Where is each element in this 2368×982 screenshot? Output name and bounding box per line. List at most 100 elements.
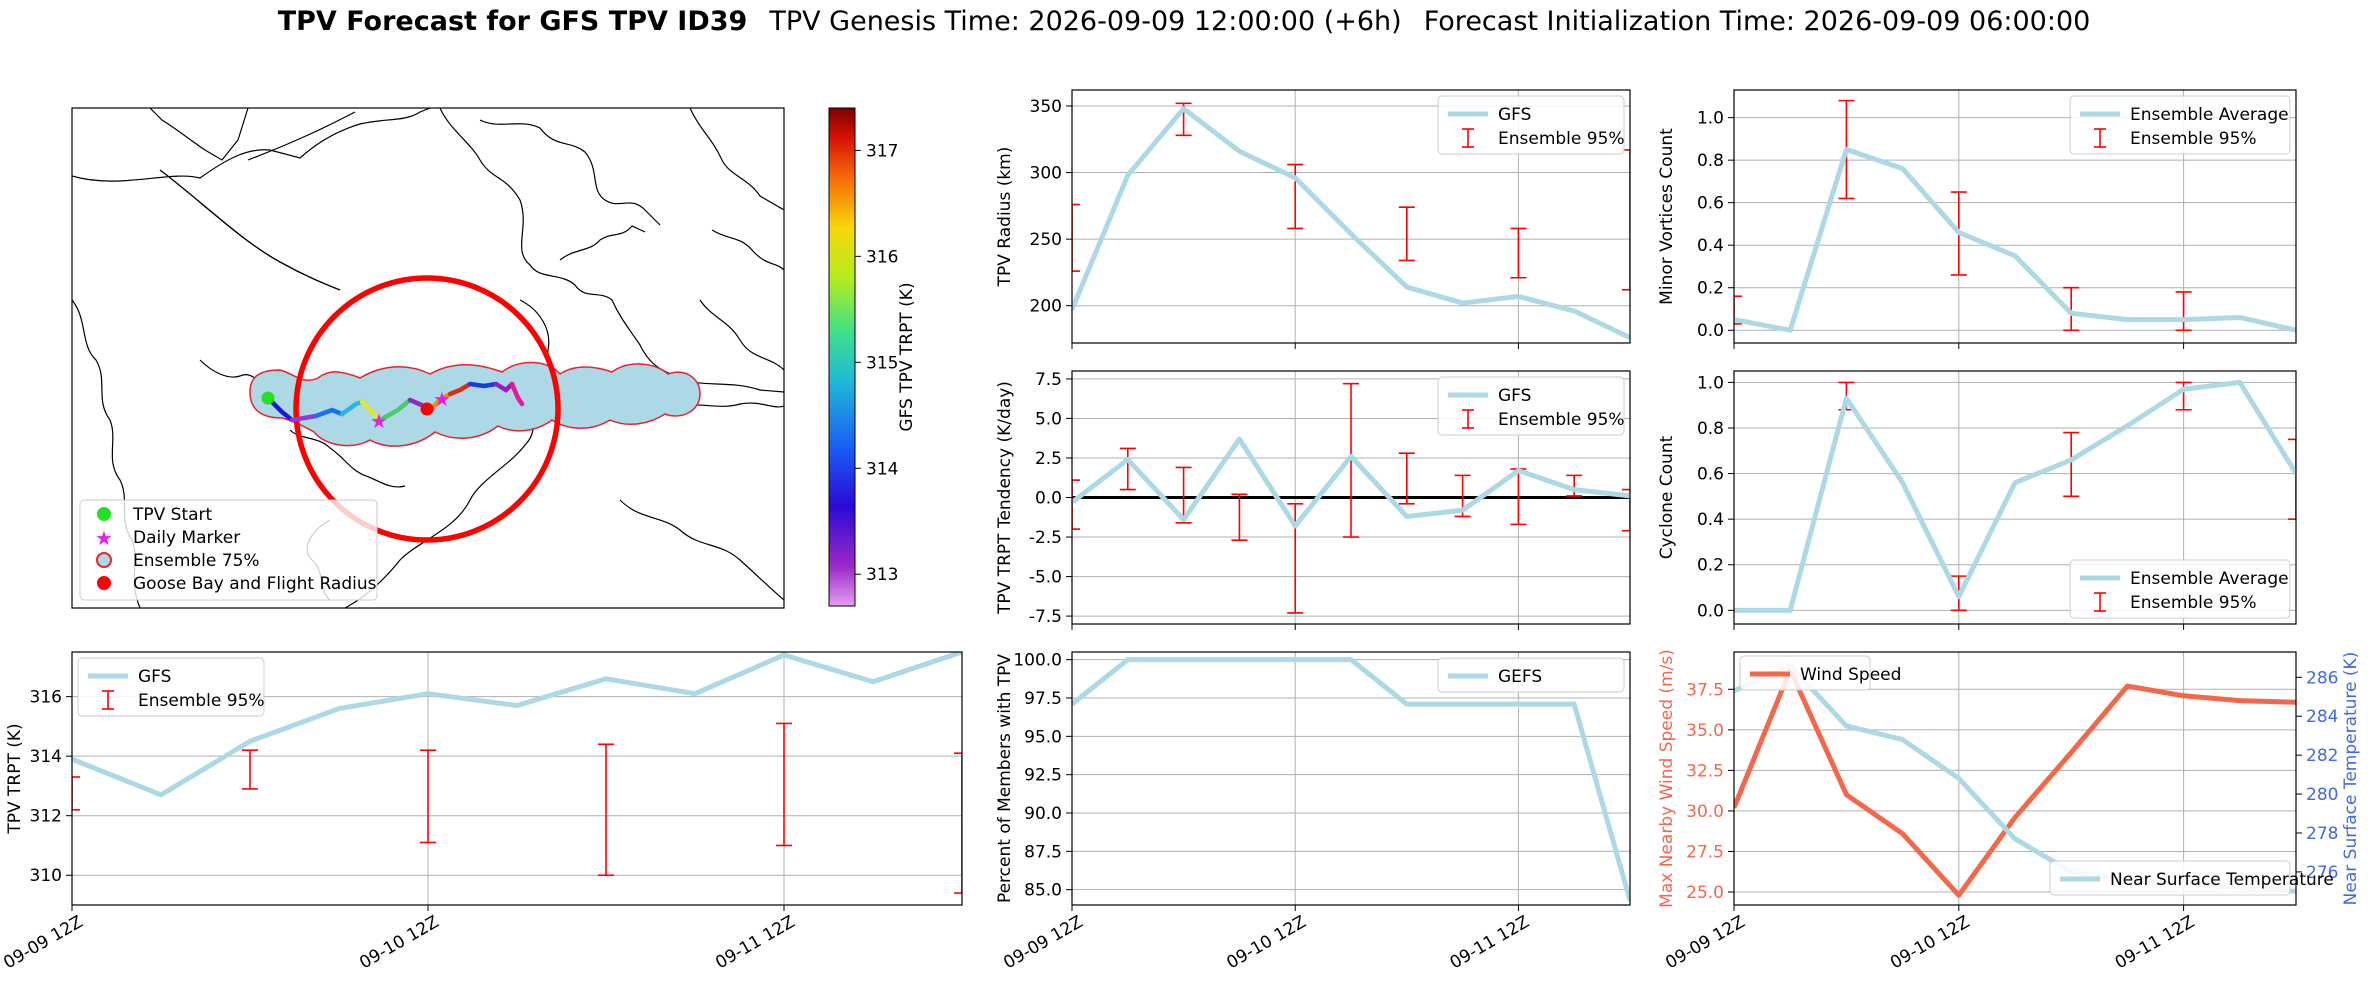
- title-tpv-id: TPV Forecast for GFS TPV ID39: [277, 6, 748, 37]
- series-line: [1072, 657, 1630, 902]
- y-tick-label: 7.5: [1035, 370, 1062, 390]
- y-tick-label: 92.5: [1024, 766, 1062, 786]
- colorbar-tick-label: 316: [866, 247, 898, 267]
- y-tick-label: 0.6: [1697, 194, 1724, 214]
- legend: GFS Ensemble 95%: [1437, 376, 1625, 436]
- map-panel: ★ ★ ★ ★ TPV Start Daily Marker Ensemble …: [71, 107, 785, 609]
- errorbar: [1398, 452, 1415, 505]
- colorbar-label: GFS TPV TRPT (K): [897, 282, 917, 431]
- legend-label: GFS: [1498, 105, 1531, 125]
- legend-box: [77, 657, 265, 717]
- y-tick-label: 250: [1030, 230, 1062, 250]
- y-tick-label: 1.0: [1697, 109, 1724, 129]
- series-line: [1734, 667, 2296, 898]
- goose-bay-marker: [420, 402, 434, 416]
- map-legend: ★ TPV Start Daily Marker Ensemble 75% Go…: [79, 499, 378, 601]
- series-line: [1734, 379, 2296, 613]
- svg-text:★: ★: [95, 526, 113, 550]
- legend-label: Ensemble 95%: [2130, 129, 2257, 149]
- errorbar: [1398, 206, 1415, 262]
- y-axis-label: Percent of Members with TPV: [995, 654, 1015, 903]
- legend: GEFS: [1437, 657, 1625, 693]
- y-tick-label: 97.5: [1024, 689, 1062, 709]
- y-tick-label: 0.8: [1697, 151, 1724, 171]
- errorbar: [1622, 149, 1630, 291]
- daily-marker-1: ★: [370, 409, 388, 433]
- errorbar: [1510, 227, 1527, 279]
- errorbar: [242, 749, 258, 790]
- ensemble-75-area: [249, 361, 701, 447]
- legend-label: Ensemble Average: [2130, 569, 2289, 589]
- y-axis-label: Minor Vortices Count: [1657, 128, 1677, 305]
- colorbar-tick-label: 313: [866, 565, 898, 585]
- legend-label: Ensemble 95%: [2130, 593, 2257, 613]
- legend-box: [1437, 376, 1625, 436]
- x-tick-label: 09-10 12Z: [1223, 912, 1309, 973]
- legend-label: GFS: [1498, 386, 1531, 406]
- legend-box: [1437, 95, 1625, 155]
- y-axis-label: Cyclone Count: [1657, 435, 1677, 559]
- y-tick-label: 90.0: [1024, 804, 1062, 824]
- errorbar: [776, 722, 792, 847]
- y-tick-label: 27.5: [1686, 842, 1724, 862]
- errorbar: [1566, 474, 1583, 497]
- y-tick-label: 37.5: [1686, 680, 1724, 700]
- x-tick-label: 09-11 12Z: [2112, 912, 2198, 973]
- x-tick-label: 09-10 12Z: [356, 912, 442, 973]
- title-genesis-time: TPV Genesis Time: 2026-09-09 12:00:00 (+…: [769, 6, 1402, 37]
- legend: Wind Speed: [1739, 655, 1901, 691]
- x-tick-label: 09-11 12Z: [1447, 912, 1533, 973]
- tpv-track: [265, 381, 525, 423]
- legend: GFS Ensemble 95%: [1437, 95, 1625, 155]
- legend: Near Surface Temperature: [2049, 860, 2334, 896]
- y-tick-label: 0.0: [1697, 321, 1724, 341]
- legend-label: GEFS: [1498, 667, 1542, 687]
- chart-cyclone: 0.0 0.2 0.4 0.6 0.8 1.0 Cyclone Count Ensemble …: [1657, 370, 2297, 630]
- y2-tick-label: 276: [2306, 863, 2338, 883]
- y-axis-label: TPV TRPT (K): [5, 723, 25, 834]
- plot-area: [1072, 657, 1630, 902]
- chart-members: 85.0 87.5 90.0 92.5 95.0 97.5 100.0 09-09 12Z 09…: [995, 651, 1631, 973]
- y-tick-label: 0.6: [1697, 465, 1724, 485]
- legend-label: Wind Speed: [1800, 665, 1901, 685]
- x-tick-label: 09-09 12Z: [0, 912, 86, 973]
- x-tick-label: 09-09 12Z: [1000, 912, 1086, 973]
- y-axis-label: TPV Radius (km): [995, 147, 1015, 288]
- legend-label: GFS: [138, 667, 171, 687]
- errorbar: [1231, 493, 1248, 541]
- y-tick-label: 300: [1030, 164, 1062, 184]
- errorbar: [2175, 291, 2192, 332]
- legend-errorbar: [2094, 592, 2106, 612]
- y-axis-label: Max Nearby Wind Speed (m/s): [1657, 649, 1677, 908]
- legend: Ensemble Average Ensemble 95%: [2069, 559, 2291, 619]
- y2-tick-label: 278: [2306, 824, 2338, 844]
- errorbar: [1622, 488, 1630, 532]
- x-tick-label: 09-09 12Z: [1662, 912, 1748, 973]
- y2-tick-label: 286: [2306, 668, 2338, 688]
- y-tick-label: -2.5: [1029, 528, 1062, 548]
- y-tick-label: 95.0: [1024, 727, 1062, 747]
- errorbar: [72, 776, 80, 811]
- plot-frame: [1733, 370, 2297, 625]
- y-tick-label: 35.0: [1686, 721, 1724, 741]
- tpv-start-marker: [261, 391, 275, 405]
- chart-minor: 0.0 0.2 0.4 0.6 0.8 1.0 Minor Vortices Count En…: [1657, 89, 2297, 349]
- plot-area: [1734, 379, 2296, 613]
- y-tick-label: 2.5: [1035, 449, 1062, 469]
- y-tick-label: 87.5: [1024, 842, 1062, 862]
- series-line: [1072, 106, 1630, 340]
- legend-errorbar: [1462, 128, 1474, 148]
- chart-trpt: 310 312 314 316 09-09 12Z 09-10 12Z 09-11 12Z T…: [0, 651, 963, 973]
- plot-frame: [1071, 370, 1631, 625]
- plot-frame: [1733, 651, 2297, 906]
- series-line: [1734, 147, 2296, 333]
- legend-box: [2069, 559, 2291, 619]
- y-tick-label: 0.4: [1697, 510, 1724, 530]
- legend-label: Near Surface Temperature: [2110, 870, 2334, 890]
- map-frame: [71, 107, 785, 609]
- colorbar: 313 314 315 316 317 GFS TPV TRPT (K): [828, 107, 917, 607]
- colorbar-ticks: 313 314 315 316 317: [855, 141, 898, 585]
- x-tick-label: 09-11 12Z: [712, 912, 798, 973]
- errorbar: [1072, 203, 1080, 272]
- y2-axis-label: Near Surface Temperature (K): [2341, 652, 2361, 906]
